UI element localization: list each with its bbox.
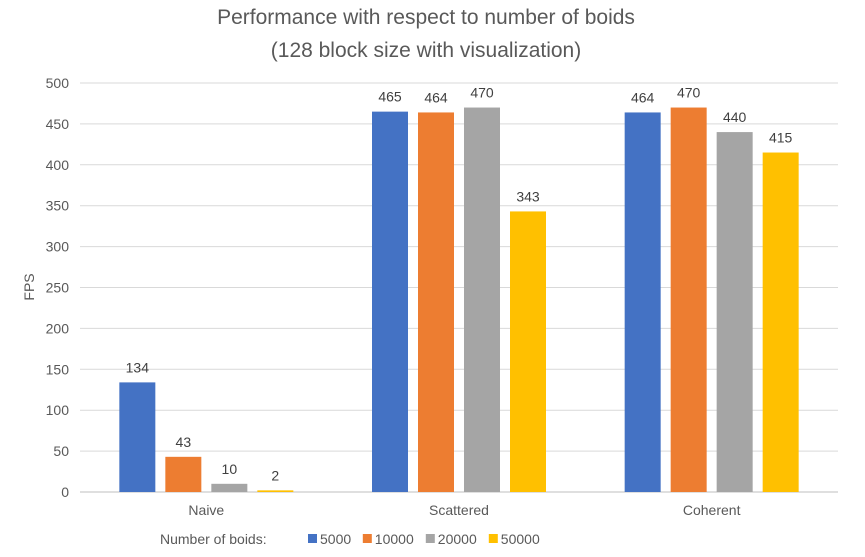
data-label: 2 <box>271 467 279 483</box>
legend-swatch <box>308 534 317 543</box>
y-tick-label: 0 <box>61 484 69 500</box>
bar <box>624 112 661 492</box>
bar <box>165 456 202 492</box>
legend-swatch <box>362 534 372 543</box>
data-label: 43 <box>176 434 192 450</box>
legend-swatch <box>425 534 435 543</box>
y-tick-label: 150 <box>46 361 70 377</box>
legend-entry: 50000 <box>501 531 540 547</box>
y-tick-label: 300 <box>46 239 70 255</box>
bar <box>464 107 500 492</box>
chart-subtitle: (128 block size with visualization) <box>271 39 581 62</box>
legend-entry: 20000 <box>438 531 477 547</box>
y-tick-label: 50 <box>53 443 69 459</box>
data-label: 464 <box>424 89 448 105</box>
bar <box>670 107 707 492</box>
bar <box>510 211 546 492</box>
bar <box>372 111 408 492</box>
legend: Number of boids: 5000 10000 20000 50000 <box>160 531 540 547</box>
bars <box>119 107 799 492</box>
data-label: 134 <box>126 359 150 375</box>
y-tick-label: 500 <box>46 75 70 91</box>
bar <box>716 132 753 492</box>
data-label: 464 <box>631 89 655 105</box>
legend-entry: 10000 <box>375 531 414 547</box>
bar <box>119 382 156 492</box>
y-tick-label: 450 <box>46 116 70 132</box>
y-tick-label: 250 <box>46 280 70 296</box>
x-tick-label: Scattered <box>429 502 489 518</box>
y-tick-labels: 0 50 100 150 200 250 300 350 400 450 500 <box>46 75 70 500</box>
bar <box>762 152 799 492</box>
data-label: 470 <box>677 85 701 101</box>
data-label: 465 <box>378 89 402 105</box>
gridlines <box>80 82 838 493</box>
data-label: 440 <box>723 109 747 125</box>
legend-entry: 5000 <box>320 531 351 547</box>
data-labels: 134 43 10 2 465 464 470 343 464 470 440 415 <box>126 85 793 484</box>
x-tick-label: Coherent <box>683 502 741 518</box>
bar <box>418 112 454 492</box>
legend-swatch <box>488 534 498 543</box>
bar <box>211 483 248 492</box>
data-label: 343 <box>516 188 540 204</box>
data-label: 10 <box>222 461 238 477</box>
y-tick-label: 350 <box>46 198 70 214</box>
y-tick-label: 100 <box>46 402 70 418</box>
y-tick-label: 200 <box>46 320 70 336</box>
data-label: 470 <box>470 85 494 101</box>
y-tick-label: 400 <box>46 157 70 173</box>
x-tick-labels: Naive Scattered Coherent <box>188 502 740 518</box>
data-label: 415 <box>769 130 793 146</box>
bar <box>257 490 294 492</box>
y-axis-label: FPS <box>21 273 37 300</box>
legend-title: Number of boids: <box>160 531 267 547</box>
x-tick-label: Naive <box>188 502 224 518</box>
chart-title: Performance with respect to number of bo… <box>217 6 635 29</box>
